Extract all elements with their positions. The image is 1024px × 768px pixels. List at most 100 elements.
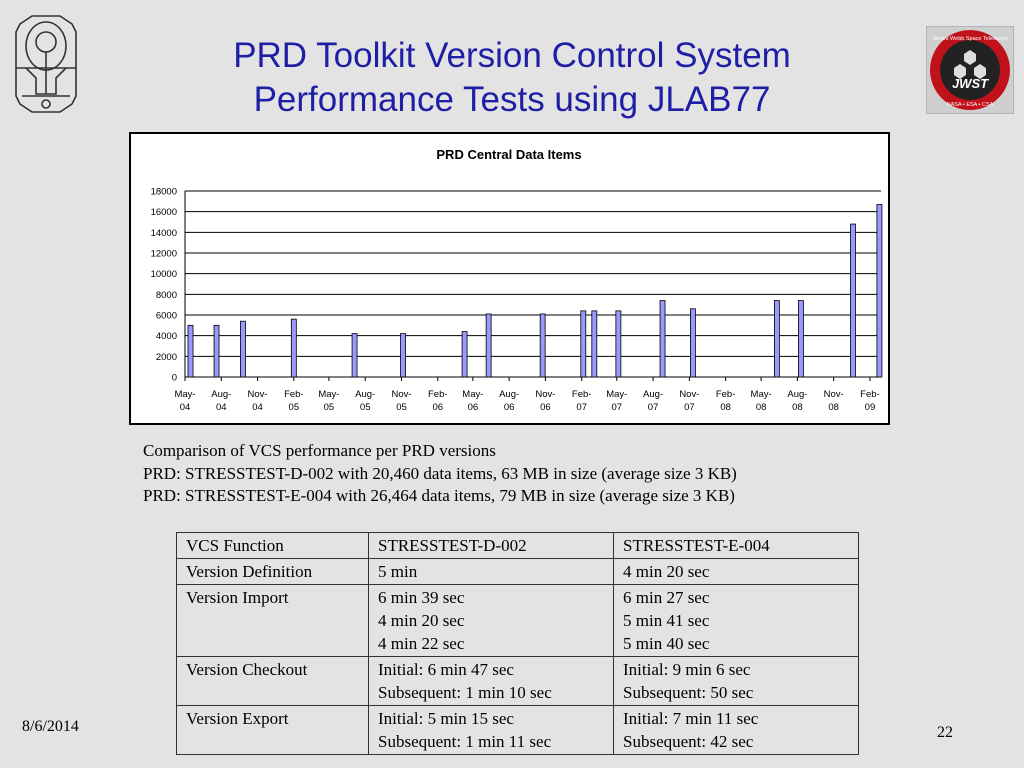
y-tick-label: 6000 xyxy=(156,311,177,322)
x-tick-label-month: May- xyxy=(751,389,772,400)
chart-bars xyxy=(187,204,883,378)
x-tick-label-year: 08 xyxy=(756,402,767,413)
webb-telescope-outline-icon xyxy=(15,15,77,113)
table-header-row: VCS Function STRESSTEST-D-002 STRESSTEST… xyxy=(176,532,859,559)
x-tick-label-month: Feb- xyxy=(428,389,448,400)
chart-bar xyxy=(351,333,358,378)
prd-central-data-items-chart: PRD Central Data Items 0 2000 4000 6000 8000… xyxy=(129,132,890,425)
cell-line: Subsequent: 1 min 11 sec xyxy=(378,732,552,751)
row-d002-cell: Initial: 6 min 47 sec Subsequent: 1 min … xyxy=(368,656,614,706)
x-tick-label-month: Aug- xyxy=(787,389,807,400)
chart-bar xyxy=(876,204,883,378)
chart-bar xyxy=(850,223,856,378)
cell-line: 4 min 20 sec xyxy=(378,611,465,630)
row-e004-cell: Initial: 7 min 11 sec Subsequent: 42 sec xyxy=(613,705,859,755)
cell-line: 6 min 39 sec xyxy=(378,588,465,607)
chart-bar xyxy=(461,331,468,378)
x-tick-label-month: May- xyxy=(318,389,339,400)
comparison-description: Comparison of VCS performance per PRD ve… xyxy=(143,440,737,508)
x-tick-label-month: Feb- xyxy=(284,389,304,400)
vcs-performance-table: VCS Function STRESSTEST-D-002 STRESSTEST… xyxy=(176,532,859,755)
chart-bar xyxy=(213,324,220,378)
x-tick-label-month: Aug- xyxy=(211,389,231,400)
x-tick-label-year: 04 xyxy=(216,402,227,413)
x-tick-label-year: 06 xyxy=(540,402,551,413)
row-function-cell: Version Export xyxy=(176,705,369,755)
slide-page-number: 22 xyxy=(937,724,953,741)
header-vcs-function: VCS Function xyxy=(176,532,369,559)
jwst-patch-bottom-text: NASA • ESA • CSA xyxy=(947,102,994,108)
y-tick-label: 2000 xyxy=(156,352,177,363)
x-tick-label-month: Feb- xyxy=(572,389,592,400)
x-tick-label-year: 05 xyxy=(289,402,300,413)
x-tick-label-year: 06 xyxy=(468,402,479,413)
x-tick-label-month: Aug- xyxy=(355,389,375,400)
bar-chart-svg: PRD Central Data Items 0 2000 4000 6000 8000… xyxy=(151,147,883,413)
x-tick-label-year: 05 xyxy=(360,402,371,413)
cell-line: Initial: 6 min 47 sec xyxy=(378,660,514,679)
x-tick-label-month: Aug- xyxy=(643,389,663,400)
chart-bar xyxy=(400,333,406,378)
table-row: Version Import 6 min 39 sec 4 min 20 sec… xyxy=(176,584,859,657)
header-stresstest-d-002: STRESSTEST-D-002 xyxy=(368,532,614,559)
x-tick-label-month: May- xyxy=(462,389,483,400)
chart-bar xyxy=(615,310,622,378)
row-function-cell: Version Definition xyxy=(176,558,369,585)
x-tick-label-year: 07 xyxy=(648,402,659,413)
row-d002-cell: Initial: 5 min 15 sec Subsequent: 1 min … xyxy=(368,705,614,755)
row-e004-cell: Initial: 9 min 6 sec Subsequent: 50 sec xyxy=(613,656,859,706)
chart-x-tick-labels: May- 04 Aug- 04 Nov- 04 Feb- 05 May- 05 Aug- 05 Nov-… xyxy=(174,377,880,413)
cell-line: 5 min 41 sec xyxy=(623,611,710,630)
x-tick-label-year: 06 xyxy=(504,402,515,413)
table-row: Version Checkout Initial: 6 min 47 sec S… xyxy=(176,656,859,706)
cell-line: Initial: 5 min 15 sec xyxy=(378,709,514,728)
chart-bar xyxy=(798,300,804,378)
cell-line: Initial: 7 min 11 sec xyxy=(623,709,759,728)
chart-bar xyxy=(659,300,666,378)
chart-bar xyxy=(591,310,598,378)
row-function-cell: Version Import xyxy=(176,584,369,657)
cell-line: Subsequent: 42 sec xyxy=(623,732,754,751)
x-tick-label-year: 09 xyxy=(865,402,876,413)
x-tick-label-month: Nov- xyxy=(679,389,699,400)
chart-title: PRD Central Data Items xyxy=(436,147,581,162)
table-row: Version Definition 5 min 4 min 20 sec xyxy=(176,558,859,585)
cell-line: Initial: 9 min 6 sec xyxy=(623,660,751,679)
chart-bar xyxy=(773,300,780,378)
slide-title: PRD Toolkit Version Control System Perfo… xyxy=(0,34,1024,122)
x-tick-label-month: Feb- xyxy=(716,389,736,400)
x-tick-label-month: Nov- xyxy=(248,389,268,400)
cell-line: 4 min 20 sec xyxy=(623,562,710,581)
x-tick-label-month: Nov- xyxy=(824,389,844,400)
row-function-cell: Version Checkout xyxy=(176,656,369,706)
x-tick-label-year: 07 xyxy=(612,402,623,413)
slide-title-line-2: Performance Tests using JLAB77 xyxy=(253,80,771,119)
chart-bar xyxy=(290,318,297,378)
chart-bar xyxy=(485,313,492,378)
x-tick-label-year: 05 xyxy=(324,402,335,413)
slide-title-line-1: PRD Toolkit Version Control System xyxy=(233,36,791,75)
x-tick-label-year: 08 xyxy=(828,402,839,413)
y-tick-label: 8000 xyxy=(156,290,177,301)
y-tick-label: 16000 xyxy=(151,207,177,218)
row-e004-cell: 4 min 20 sec xyxy=(613,558,859,585)
row-d002-cell: 5 min xyxy=(368,558,614,585)
x-tick-label-year: 06 xyxy=(432,402,443,413)
chart-bar xyxy=(240,320,246,378)
x-tick-label-year: 07 xyxy=(576,402,587,413)
x-tick-label-year: 05 xyxy=(396,402,407,413)
cell-line: 4 min 22 sec xyxy=(378,634,465,653)
chart-bar xyxy=(187,324,194,378)
x-tick-label-year: 04 xyxy=(180,402,191,413)
jwst-mission-patch-icon: JWST James Webb Space Telescope NASA • E… xyxy=(926,26,1014,114)
y-tick-label: 10000 xyxy=(151,269,177,280)
x-tick-label-month: Nov- xyxy=(391,389,411,400)
y-tick-label: 12000 xyxy=(151,249,177,260)
cell-line: 5 min 40 sec xyxy=(623,634,710,653)
chart-bar xyxy=(690,308,696,378)
chart-bar xyxy=(580,310,587,378)
table-row: Version Export Initial: 5 min 15 sec Sub… xyxy=(176,705,859,755)
x-tick-label-year: 07 xyxy=(684,402,695,413)
y-tick-label: 18000 xyxy=(151,187,177,198)
x-tick-label-year: 08 xyxy=(720,402,731,413)
